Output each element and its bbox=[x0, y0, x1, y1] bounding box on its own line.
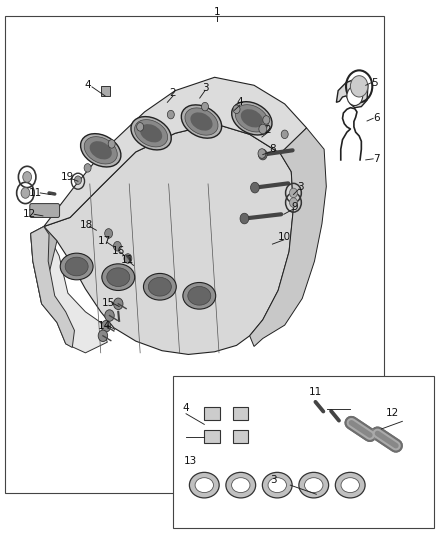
Ellipse shape bbox=[102, 264, 135, 290]
Text: 3: 3 bbox=[297, 182, 304, 191]
Circle shape bbox=[74, 176, 81, 184]
Circle shape bbox=[263, 116, 270, 124]
Text: 12: 12 bbox=[385, 408, 399, 418]
Circle shape bbox=[347, 86, 363, 106]
Text: 4: 4 bbox=[84, 80, 91, 90]
Circle shape bbox=[113, 298, 123, 310]
Text: 2: 2 bbox=[170, 88, 177, 98]
Text: 7: 7 bbox=[373, 154, 380, 164]
Ellipse shape bbox=[188, 287, 211, 305]
Circle shape bbox=[290, 188, 297, 198]
Ellipse shape bbox=[336, 472, 365, 498]
Polygon shape bbox=[250, 128, 326, 346]
Ellipse shape bbox=[65, 257, 88, 276]
Circle shape bbox=[281, 130, 288, 139]
Circle shape bbox=[258, 149, 267, 160]
Circle shape bbox=[137, 123, 144, 131]
Circle shape bbox=[259, 124, 267, 134]
Circle shape bbox=[201, 102, 208, 111]
Ellipse shape bbox=[195, 478, 213, 492]
Text: 3: 3 bbox=[270, 475, 277, 484]
Circle shape bbox=[108, 140, 115, 148]
Text: 4: 4 bbox=[237, 98, 244, 107]
Bar bbox=[101, 86, 110, 96]
Circle shape bbox=[105, 310, 114, 321]
Text: 6: 6 bbox=[373, 114, 380, 123]
Polygon shape bbox=[336, 79, 368, 108]
Text: 10: 10 bbox=[278, 232, 291, 242]
Text: 2: 2 bbox=[265, 125, 272, 134]
Ellipse shape bbox=[81, 134, 121, 167]
Circle shape bbox=[98, 330, 108, 342]
Ellipse shape bbox=[148, 277, 171, 296]
Ellipse shape bbox=[60, 253, 93, 280]
Text: 11: 11 bbox=[120, 255, 134, 265]
Bar bbox=[173, 376, 434, 528]
Text: 18: 18 bbox=[80, 220, 93, 230]
FancyBboxPatch shape bbox=[30, 204, 60, 217]
Text: 11: 11 bbox=[309, 387, 322, 397]
Ellipse shape bbox=[131, 117, 171, 150]
Bar bbox=[5, 16, 384, 493]
Text: 4: 4 bbox=[183, 403, 190, 413]
Circle shape bbox=[233, 105, 240, 114]
Ellipse shape bbox=[232, 102, 272, 135]
Circle shape bbox=[113, 241, 121, 251]
Ellipse shape bbox=[189, 472, 219, 498]
Ellipse shape bbox=[304, 478, 323, 492]
Circle shape bbox=[21, 188, 30, 198]
Polygon shape bbox=[31, 227, 57, 304]
Ellipse shape bbox=[226, 472, 256, 498]
Ellipse shape bbox=[299, 472, 328, 498]
Ellipse shape bbox=[183, 282, 216, 309]
Text: 13: 13 bbox=[184, 456, 197, 466]
Circle shape bbox=[23, 172, 32, 182]
Ellipse shape bbox=[107, 268, 130, 287]
Text: 19: 19 bbox=[61, 172, 74, 182]
Ellipse shape bbox=[134, 119, 168, 147]
Ellipse shape bbox=[90, 141, 112, 159]
Circle shape bbox=[240, 213, 249, 224]
Circle shape bbox=[258, 149, 266, 158]
Text: 8: 8 bbox=[269, 144, 276, 154]
Ellipse shape bbox=[143, 273, 177, 300]
Text: 3: 3 bbox=[201, 83, 208, 93]
Circle shape bbox=[84, 164, 91, 172]
Bar bbox=[233, 430, 248, 443]
Ellipse shape bbox=[268, 478, 286, 492]
Polygon shape bbox=[31, 227, 74, 348]
Ellipse shape bbox=[185, 108, 218, 135]
Circle shape bbox=[251, 182, 259, 193]
Ellipse shape bbox=[262, 472, 292, 498]
Circle shape bbox=[290, 198, 297, 207]
Ellipse shape bbox=[181, 105, 222, 138]
Polygon shape bbox=[44, 77, 307, 227]
Ellipse shape bbox=[235, 104, 268, 132]
Polygon shape bbox=[44, 124, 293, 354]
Text: 16: 16 bbox=[112, 246, 125, 255]
Text: 14: 14 bbox=[98, 321, 111, 331]
Circle shape bbox=[101, 320, 111, 332]
Ellipse shape bbox=[232, 478, 250, 492]
Ellipse shape bbox=[84, 136, 117, 164]
Text: 11: 11 bbox=[29, 188, 42, 198]
Ellipse shape bbox=[241, 109, 263, 127]
Ellipse shape bbox=[341, 478, 360, 492]
Bar bbox=[204, 430, 219, 443]
Text: 1: 1 bbox=[213, 7, 220, 17]
Text: 12: 12 bbox=[23, 209, 36, 219]
Circle shape bbox=[167, 110, 174, 119]
Text: 15: 15 bbox=[102, 298, 115, 308]
Circle shape bbox=[124, 254, 132, 263]
Text: 9: 9 bbox=[291, 202, 298, 212]
Circle shape bbox=[105, 229, 113, 238]
Ellipse shape bbox=[191, 112, 212, 131]
Ellipse shape bbox=[140, 124, 162, 142]
Polygon shape bbox=[31, 227, 107, 353]
Text: 5: 5 bbox=[371, 78, 378, 87]
Bar bbox=[233, 407, 248, 420]
Circle shape bbox=[350, 76, 368, 97]
Bar bbox=[204, 407, 219, 420]
Text: 17: 17 bbox=[98, 236, 111, 246]
